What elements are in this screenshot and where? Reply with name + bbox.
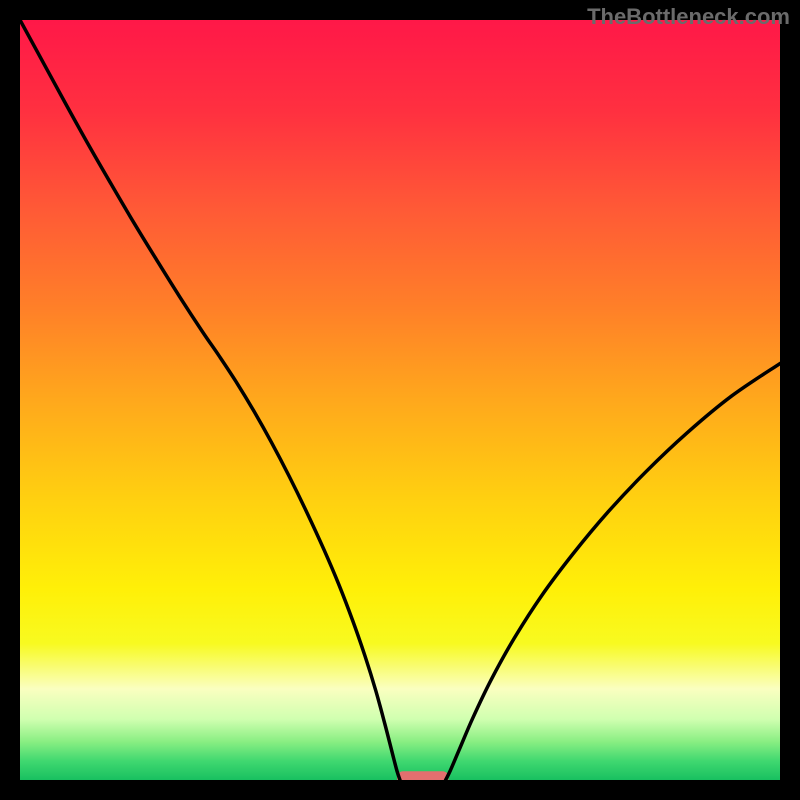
watermark-label: TheBottleneck.com [587, 4, 790, 30]
chart-container: TheBottleneck.com [0, 0, 800, 800]
bottleneck-chart [0, 0, 800, 800]
plot-background [20, 20, 780, 780]
